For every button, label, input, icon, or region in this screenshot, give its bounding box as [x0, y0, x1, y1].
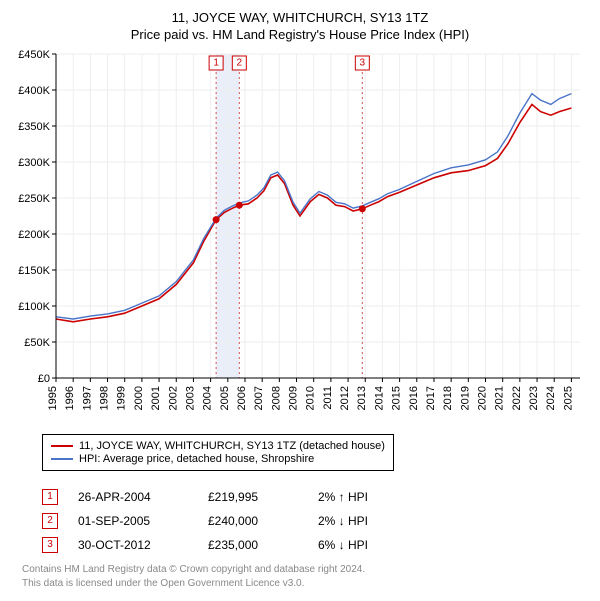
svg-text:2020: 2020 [477, 386, 489, 410]
svg-text:2009: 2009 [288, 386, 300, 410]
legend-label: HPI: Average price, detached house, Shro… [79, 453, 314, 465]
footer-line: This data is licensed under the Open Gov… [22, 577, 588, 591]
event-price: £240,000 [208, 514, 298, 528]
event-row: 3 30-OCT-2012 £235,000 6% ↓ HPI [42, 537, 588, 553]
svg-text:2016: 2016 [408, 386, 420, 410]
svg-text:£300K: £300K [18, 157, 50, 169]
svg-text:2014: 2014 [373, 386, 385, 410]
event-delta: 2% ↓ HPI [318, 514, 438, 528]
event-marker-box: 2 [42, 513, 58, 529]
svg-text:2022: 2022 [511, 386, 523, 410]
svg-text:1999: 1999 [116, 386, 128, 410]
chart-svg: 1 2 3 £0 £50K £100K £150K £200K £250K £300K £350K £… [12, 48, 588, 428]
svg-text:1997: 1997 [81, 386, 93, 410]
event-date: 26-APR-2004 [78, 490, 188, 504]
event-date: 30-OCT-2012 [78, 538, 188, 552]
svg-text:2017: 2017 [425, 386, 437, 410]
svg-text:2001: 2001 [150, 386, 162, 410]
svg-text:2013: 2013 [356, 386, 368, 410]
figure-container: 11, JOYCE WAY, WHITCHURCH, SY13 1TZ Pric… [0, 0, 600, 601]
svg-text:1995: 1995 [47, 386, 59, 410]
svg-text:2011: 2011 [322, 386, 334, 410]
svg-text:2010: 2010 [305, 386, 317, 410]
svg-text:2018: 2018 [442, 386, 454, 410]
event-date: 01-SEP-2005 [78, 514, 188, 528]
svg-text:2004: 2004 [202, 386, 214, 410]
svg-text:2019: 2019 [459, 386, 471, 410]
svg-text:£250K: £250K [18, 193, 50, 205]
footer-line: Contains HM Land Registry data © Crown c… [22, 563, 588, 577]
legend-swatch [51, 445, 73, 447]
event-delta: 6% ↓ HPI [318, 538, 438, 552]
event-marker-box: 1 [42, 489, 58, 505]
svg-text:£100K: £100K [18, 301, 50, 313]
svg-text:1998: 1998 [99, 386, 111, 410]
event-delta: 2% ↑ HPI [318, 490, 438, 504]
event-price: £235,000 [208, 538, 298, 552]
legend-item: HPI: Average price, detached house, Shro… [51, 453, 385, 465]
svg-text:£50K: £50K [24, 337, 50, 349]
event-marker-box: 3 [42, 537, 58, 553]
svg-text:1: 1 [213, 58, 219, 69]
svg-text:3: 3 [360, 58, 366, 69]
svg-text:£150K: £150K [18, 265, 50, 277]
svg-text:£0: £0 [38, 373, 50, 385]
svg-text:2007: 2007 [253, 386, 265, 410]
svg-text:£400K: £400K [18, 85, 50, 97]
svg-text:2012: 2012 [339, 386, 351, 410]
svg-text:2002: 2002 [167, 386, 179, 410]
svg-text:2008: 2008 [270, 386, 282, 410]
svg-text:2015: 2015 [391, 386, 403, 410]
svg-text:2: 2 [237, 58, 243, 69]
svg-text:2025: 2025 [562, 386, 574, 410]
titles: 11, JOYCE WAY, WHITCHURCH, SY13 1TZ Pric… [12, 10, 588, 42]
legend-swatch [51, 458, 73, 460]
event-row: 1 26-APR-2004 £219,995 2% ↑ HPI [42, 489, 588, 505]
svg-text:£450K: £450K [18, 49, 50, 61]
event-price: £219,995 [208, 490, 298, 504]
svg-text:2003: 2003 [184, 386, 196, 410]
svg-text:2006: 2006 [236, 386, 248, 410]
events-table: 1 26-APR-2004 £219,995 2% ↑ HPI 2 01-SEP… [42, 489, 588, 553]
legend-item: 11, JOYCE WAY, WHITCHURCH, SY13 1TZ (det… [51, 440, 385, 452]
legend: 11, JOYCE WAY, WHITCHURCH, SY13 1TZ (det… [42, 434, 394, 471]
svg-text:2024: 2024 [545, 386, 557, 410]
title-address: 11, JOYCE WAY, WHITCHURCH, SY13 1TZ [12, 10, 588, 25]
attribution-footer: Contains HM Land Registry data © Crown c… [22, 563, 588, 591]
svg-text:£350K: £350K [18, 121, 50, 133]
title-subtitle: Price paid vs. HM Land Registry's House … [12, 27, 588, 42]
svg-text:2023: 2023 [528, 386, 540, 410]
price-hpi-chart: 1 2 3 £0 £50K £100K £150K £200K £250K £300K £350K £… [12, 48, 588, 428]
svg-text:2021: 2021 [494, 386, 506, 410]
svg-text:2000: 2000 [133, 386, 145, 410]
svg-text:£200K: £200K [18, 229, 50, 241]
event-row: 2 01-SEP-2005 £240,000 2% ↓ HPI [42, 513, 588, 529]
svg-text:1996: 1996 [64, 386, 76, 410]
legend-label: 11, JOYCE WAY, WHITCHURCH, SY13 1TZ (det… [79, 440, 385, 452]
svg-text:2005: 2005 [219, 386, 231, 410]
